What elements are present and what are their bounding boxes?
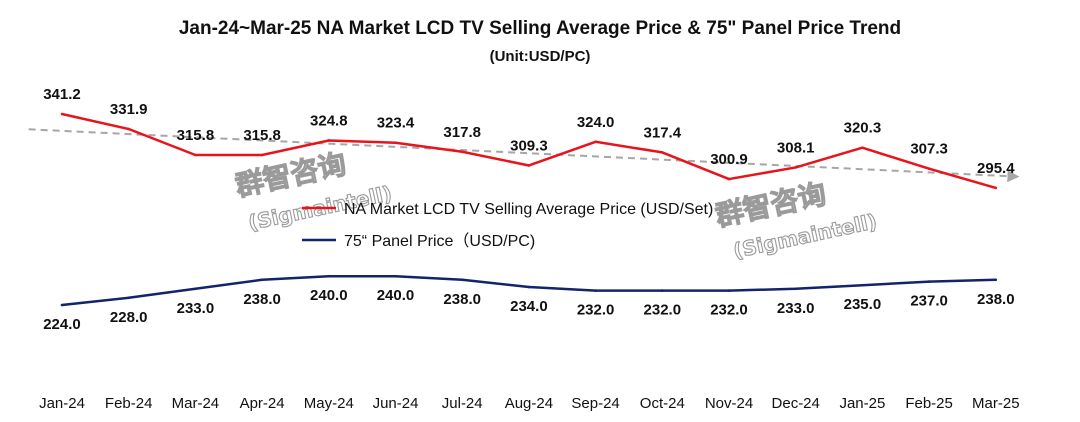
panel-price-data-label: 232.0: [710, 302, 748, 319]
tv-price-data-label: 331.9: [110, 101, 148, 118]
x-tick-label: Feb-24: [105, 395, 153, 412]
x-tick-label: Jun-24: [373, 395, 419, 412]
tv-price-data-label: 308.1: [777, 139, 815, 156]
panel-price-point: [594, 289, 597, 292]
x-tick-label: Nov-24: [705, 395, 753, 412]
panel-price-point: [994, 278, 998, 282]
tv-price-point: [727, 177, 731, 181]
watermark-right: 群智咨询 (Sigmaintell): [712, 177, 879, 264]
tv-price-data-label: 315.8: [177, 127, 215, 144]
tv-price-point: [994, 186, 998, 190]
panel-price-data-label: 228.0: [110, 309, 148, 326]
panel-price-data-label: 238.0: [977, 291, 1015, 308]
x-tick-label: Feb-25: [905, 395, 953, 412]
x-tick-label: Jan-25: [839, 395, 885, 412]
panel-price-data-label: 240.0: [310, 287, 348, 304]
chart-subtitle: (Unit:USD/PC): [489, 48, 591, 65]
tv-price-point: [794, 166, 797, 169]
tv-price-point: [460, 150, 464, 154]
panel-price-point: [327, 274, 331, 278]
tv-price-point: [60, 112, 64, 116]
panel-price-point: [794, 287, 797, 291]
tv-price-data-label: 317.4: [644, 124, 682, 141]
panel-price-data-label: 234.0: [510, 298, 548, 315]
panel-price-data-label: 224.0: [43, 316, 81, 333]
legend-label-panel-price: 75“ Panel Price（USD/PC): [344, 232, 535, 250]
tv-price-point: [927, 167, 931, 171]
x-tick-label: May-24: [304, 395, 354, 412]
x-tick-label: Jul-24: [442, 395, 483, 412]
tv-price-data-label: 315.8: [243, 127, 281, 144]
x-tick-label: Mar-25: [972, 395, 1020, 412]
panel-price-data-label: 232.0: [644, 302, 682, 319]
tv-price-point: [260, 153, 264, 157]
panel-price-point: [194, 287, 197, 291]
panel-price-point: [661, 289, 664, 292]
tv-price-point: [394, 141, 397, 145]
tv-price-data-label: 307.3: [910, 141, 948, 158]
panel-price-data-label: 233.0: [177, 300, 215, 317]
tv-price-data-label: 295.4: [977, 160, 1015, 177]
tv-price-point: [527, 164, 531, 167]
x-tick-label: Oct-24: [640, 395, 685, 412]
trendline: [28, 128, 1020, 183]
tv-price-data-label: 323.4: [377, 115, 415, 132]
tv-price-data-label: 317.8: [443, 124, 481, 141]
panel-price-point: [727, 289, 731, 292]
legend-label-tv-price: NA Market LCD TV Selling Average Price (…: [344, 201, 713, 218]
panel-price-point: [260, 278, 264, 282]
panel-price-data-label: 232.0: [577, 302, 615, 319]
tv-price-data-label: 300.9: [710, 151, 748, 168]
x-tick-label: Aug-24: [505, 395, 553, 412]
panel-price-point: [60, 303, 64, 307]
legend: NA Market LCD TV Selling Average Price (…: [302, 201, 713, 250]
tv-price-data-label: 341.2: [43, 86, 81, 103]
panel-price-data-label: 237.0: [910, 293, 948, 310]
tv-price-data-label: 309.3: [510, 137, 548, 154]
tv-price-data-label: 324.8: [310, 112, 348, 129]
panel-price-point: [861, 283, 864, 287]
panel-price-data-label: 238.0: [243, 291, 281, 308]
tv-price-point: [327, 139, 331, 142]
panel-price-point: [527, 285, 531, 289]
watermark-left: 群智咨询 (Sigmaintell): [232, 147, 394, 236]
panel-price-point: [127, 296, 130, 300]
panel-price-point: [927, 280, 931, 283]
tv-price-point: [594, 140, 597, 144]
x-tick-label: Jan-24: [39, 395, 85, 412]
tv-price-data-label: 324.0: [577, 114, 615, 131]
panel-price-data-label: 233.0: [777, 300, 815, 317]
x-tick-label: Mar-24: [172, 395, 220, 412]
chart-title: Jan-24~Mar-25 NA Market LCD TV Selling A…: [178, 18, 902, 39]
tv-price-point: [194, 153, 197, 157]
tv-price-point: [127, 127, 130, 131]
panel-price-point: [460, 278, 464, 282]
x-tick-label: Dec-24: [772, 395, 820, 412]
panel-price-data-label: 240.0: [377, 287, 415, 304]
tv-price-data-label: 320.3: [844, 120, 882, 137]
panel-price-data-label: 235.0: [844, 296, 882, 313]
panel-price-point: [394, 274, 397, 278]
panel-price-data-label: 238.0: [443, 291, 481, 308]
tv-price-point: [861, 146, 864, 150]
tv-price-point: [661, 151, 664, 154]
x-tick-label: Sep-24: [571, 395, 619, 412]
x-tick-label: Apr-24: [240, 395, 285, 412]
